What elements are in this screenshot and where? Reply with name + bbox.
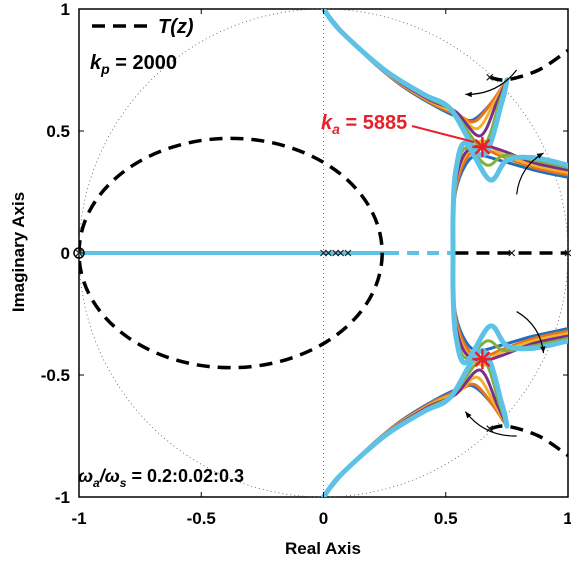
locus-branch-series-6	[450, 140, 568, 256]
ka-value: = 5885	[340, 112, 407, 134]
pole-marker	[486, 73, 494, 81]
pole-marker	[332, 249, 340, 257]
ka-highlight-star	[472, 349, 493, 370]
ka-symbol: k	[321, 112, 333, 134]
y-axis-label: Imaginary Axis	[9, 192, 28, 312]
x-tick-label: -1	[71, 509, 86, 528]
y-tick-label: 0.5	[46, 122, 70, 141]
ka-pointer-line	[411, 125, 475, 143]
y-tick-label: -0.5	[41, 366, 70, 385]
direction-arrowhead	[465, 411, 472, 419]
zero-marker	[73, 247, 85, 259]
clipped-curves	[79, 9, 568, 497]
omega-ratio-value: = 0.2:0.02:0.3	[126, 466, 244, 486]
kp-annotation: kp = 2000	[90, 52, 177, 77]
t-curve-segment	[489, 49, 568, 82]
ka-annotation: ka = 5885	[321, 112, 407, 137]
pole-marker	[344, 249, 352, 257]
direction-arrowhead	[540, 346, 546, 354]
kp-value: = 2000	[110, 52, 177, 74]
pole-marker	[320, 249, 327, 257]
kp-symbol: k	[90, 52, 102, 74]
x-tick-label: 0	[319, 509, 328, 528]
kp-subscript: p	[100, 61, 110, 77]
pole-marker	[564, 249, 571, 257]
omega-ratio-annotation: ωa/ωs = 0.2:0.02:0.3	[78, 466, 244, 490]
y-tick-label: 1	[61, 0, 70, 19]
direction-arrowhead	[465, 91, 472, 98]
x-tick-label: 1	[563, 509, 571, 528]
y-tick-label: -1	[55, 488, 70, 507]
pole-marker	[75, 249, 83, 257]
locus-branch-series-6	[450, 250, 568, 366]
omega-s-subscript: s	[120, 476, 127, 490]
x-tick-label: -0.5	[187, 509, 216, 528]
locus-branch-series-6	[321, 348, 510, 497]
direction-arrowhead	[536, 152, 544, 159]
locus-branch-series-6	[321, 9, 510, 158]
pole-marker	[337, 249, 345, 257]
legend: T(z)	[92, 16, 194, 38]
ka-subscript: a	[332, 121, 340, 137]
y-tick-label: 0	[61, 244, 70, 263]
x-tick-label: 0.5	[434, 509, 458, 528]
x-axis-label: Real Axis	[285, 539, 361, 558]
ka-highlight-star	[472, 136, 493, 157]
t-curve-segment	[489, 424, 568, 457]
legend-entry-label: T(z)	[158, 16, 194, 38]
omega-a-symbol: ω	[78, 466, 93, 486]
t-curve-ellipse	[79, 136, 384, 370]
omega-a-subscript: a	[93, 476, 100, 490]
pole-marker	[324, 249, 332, 257]
omega-s-symbol: /ω	[99, 466, 120, 486]
pole-marker	[508, 249, 516, 257]
